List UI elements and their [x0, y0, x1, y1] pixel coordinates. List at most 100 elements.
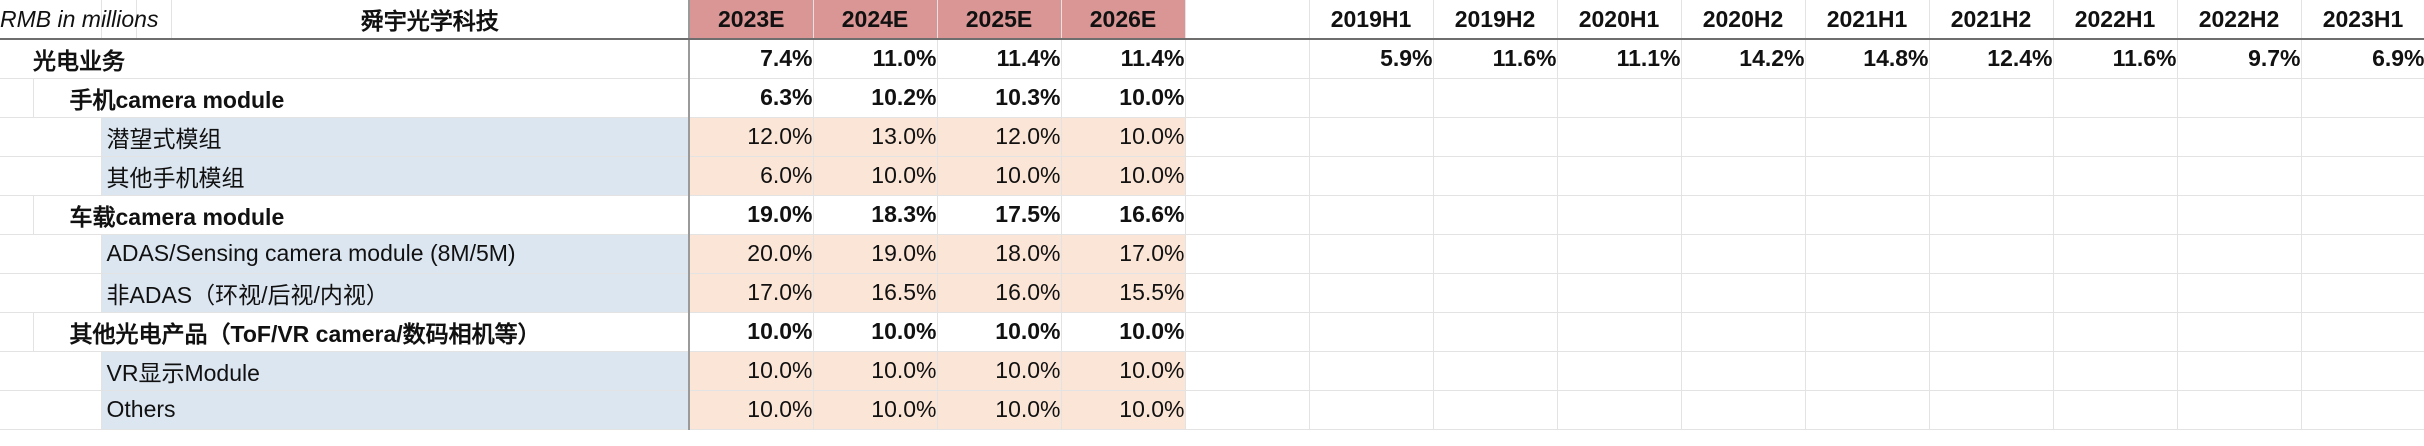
history-value-cell[interactable]	[2301, 78, 2424, 118]
forecast-year-header[interactable]: 2023E	[689, 0, 814, 40]
history-value-cell[interactable]	[1557, 234, 1682, 274]
history-value-cell[interactable]	[1805, 117, 1930, 157]
history-value-cell[interactable]	[1309, 351, 1434, 391]
history-value-cell[interactable]	[1557, 117, 1682, 157]
history-value-cell[interactable]	[2053, 351, 2178, 391]
row-label-cell[interactable]: ADAS/Sensing camera module (8M/5M)	[101, 234, 691, 274]
history-value-cell[interactable]	[1309, 273, 1434, 313]
half-year-header[interactable]: 2021H1	[1805, 0, 1930, 40]
forecast-value-cell[interactable]: 10.0%	[1061, 390, 1186, 430]
history-value-cell[interactable]	[1929, 117, 2054, 157]
half-year-header[interactable]: 2022H1	[2053, 0, 2178, 40]
row-label-cell[interactable]: 其他光电产品（ToF/VR camera/数码相机等）	[33, 312, 691, 352]
history-value-cell[interactable]	[2053, 195, 2178, 235]
history-value-cell[interactable]	[1929, 390, 2054, 430]
history-value-cell[interactable]	[2301, 312, 2424, 352]
row-label-cell[interactable]: 其他手机模组	[101, 156, 691, 196]
history-value-cell[interactable]	[1433, 156, 1558, 196]
history-value-cell[interactable]	[1681, 273, 1806, 313]
history-value-cell[interactable]	[1309, 117, 1434, 157]
empty-cell[interactable]	[1185, 0, 1310, 40]
empty-cell[interactable]	[0, 351, 102, 391]
history-value-cell[interactable]	[2301, 351, 2424, 391]
history-value-cell[interactable]	[1681, 390, 1806, 430]
history-value-cell[interactable]	[1929, 351, 2054, 391]
history-value-cell[interactable]	[1557, 156, 1682, 196]
history-value-cell[interactable]	[1681, 156, 1806, 196]
forecast-value-cell[interactable]: 11.4%	[1061, 39, 1186, 79]
empty-cell[interactable]	[1185, 39, 1310, 79]
history-value-cell[interactable]	[1929, 195, 2054, 235]
empty-cell[interactable]	[0, 78, 34, 118]
empty-cell[interactable]	[1185, 195, 1310, 235]
half-year-header[interactable]: 2020H2	[1681, 0, 1806, 40]
history-value-cell[interactable]	[1433, 78, 1558, 118]
forecast-value-cell[interactable]: 15.5%	[1061, 273, 1186, 313]
history-value-cell[interactable]	[1557, 312, 1682, 352]
history-value-cell[interactable]	[2177, 234, 2302, 274]
history-value-cell[interactable]	[2177, 390, 2302, 430]
row-label-cell[interactable]: VR显示Module	[101, 351, 691, 391]
half-year-header[interactable]: 2020H1	[1557, 0, 1682, 40]
history-value-cell[interactable]	[2053, 234, 2178, 274]
history-value-cell[interactable]	[1557, 273, 1682, 313]
history-value-cell[interactable]	[1433, 234, 1558, 274]
history-value-cell[interactable]: 14.2%	[1681, 39, 1806, 79]
empty-cell[interactable]	[1185, 390, 1310, 430]
history-value-cell[interactable]	[2177, 351, 2302, 391]
forecast-value-cell[interactable]: 20.0%	[689, 234, 814, 274]
forecast-value-cell[interactable]: 10.2%	[813, 78, 938, 118]
history-value-cell[interactable]	[1309, 234, 1434, 274]
history-value-cell[interactable]	[1929, 78, 2054, 118]
forecast-value-cell[interactable]: 10.0%	[689, 351, 814, 391]
forecast-value-cell[interactable]: 19.0%	[813, 234, 938, 274]
forecast-value-cell[interactable]: 10.0%	[689, 390, 814, 430]
history-value-cell[interactable]	[1929, 234, 2054, 274]
history-value-cell[interactable]	[1433, 273, 1558, 313]
forecast-value-cell[interactable]: 11.0%	[813, 39, 938, 79]
half-year-header[interactable]: 2019H1	[1309, 0, 1434, 40]
empty-cell[interactable]	[1185, 117, 1310, 157]
history-value-cell[interactable]	[2053, 117, 2178, 157]
history-value-cell[interactable]	[1681, 195, 1806, 235]
history-value-cell[interactable]	[1681, 312, 1806, 352]
forecast-value-cell[interactable]: 6.0%	[689, 156, 814, 196]
history-value-cell[interactable]	[2301, 156, 2424, 196]
forecast-value-cell[interactable]: 16.0%	[937, 273, 1062, 313]
history-value-cell[interactable]	[1433, 195, 1558, 235]
history-value-cell[interactable]	[2177, 156, 2302, 196]
history-value-cell[interactable]: 14.8%	[1805, 39, 1930, 79]
history-value-cell[interactable]: 5.9%	[1309, 39, 1434, 79]
empty-cell[interactable]	[0, 156, 102, 196]
half-year-header[interactable]: 2022H2	[2177, 0, 2302, 40]
forecast-value-cell[interactable]: 12.0%	[689, 117, 814, 157]
half-year-header[interactable]: 2021H2	[1929, 0, 2054, 40]
forecast-value-cell[interactable]: 13.0%	[813, 117, 938, 157]
empty-cell[interactable]	[136, 0, 172, 40]
forecast-year-header[interactable]: 2025E	[937, 0, 1062, 40]
forecast-value-cell[interactable]: 10.3%	[937, 78, 1062, 118]
empty-cell[interactable]	[101, 0, 137, 40]
history-value-cell[interactable]	[1805, 234, 1930, 274]
empty-cell[interactable]	[1185, 234, 1310, 274]
forecast-value-cell[interactable]: 10.0%	[813, 390, 938, 430]
forecast-value-cell[interactable]: 10.0%	[689, 312, 814, 352]
forecast-value-cell[interactable]: 16.5%	[813, 273, 938, 313]
history-value-cell[interactable]: 11.6%	[1433, 39, 1558, 79]
history-value-cell[interactable]	[1929, 312, 2054, 352]
empty-cell[interactable]	[1185, 78, 1310, 118]
history-value-cell[interactable]	[1805, 312, 1930, 352]
empty-cell[interactable]	[0, 273, 102, 313]
forecast-value-cell[interactable]: 10.0%	[813, 312, 938, 352]
history-value-cell[interactable]	[1309, 390, 1434, 430]
forecast-value-cell[interactable]: 16.6%	[1061, 195, 1186, 235]
forecast-value-cell[interactable]: 18.3%	[813, 195, 938, 235]
history-value-cell[interactable]	[1557, 195, 1682, 235]
history-value-cell[interactable]	[2301, 234, 2424, 274]
empty-cell[interactable]	[1185, 351, 1310, 391]
forecast-value-cell[interactable]: 19.0%	[689, 195, 814, 235]
history-value-cell[interactable]	[1681, 117, 1806, 157]
empty-cell[interactable]	[1185, 156, 1310, 196]
history-value-cell[interactable]	[1805, 78, 1930, 118]
forecast-value-cell[interactable]: 10.0%	[937, 390, 1062, 430]
